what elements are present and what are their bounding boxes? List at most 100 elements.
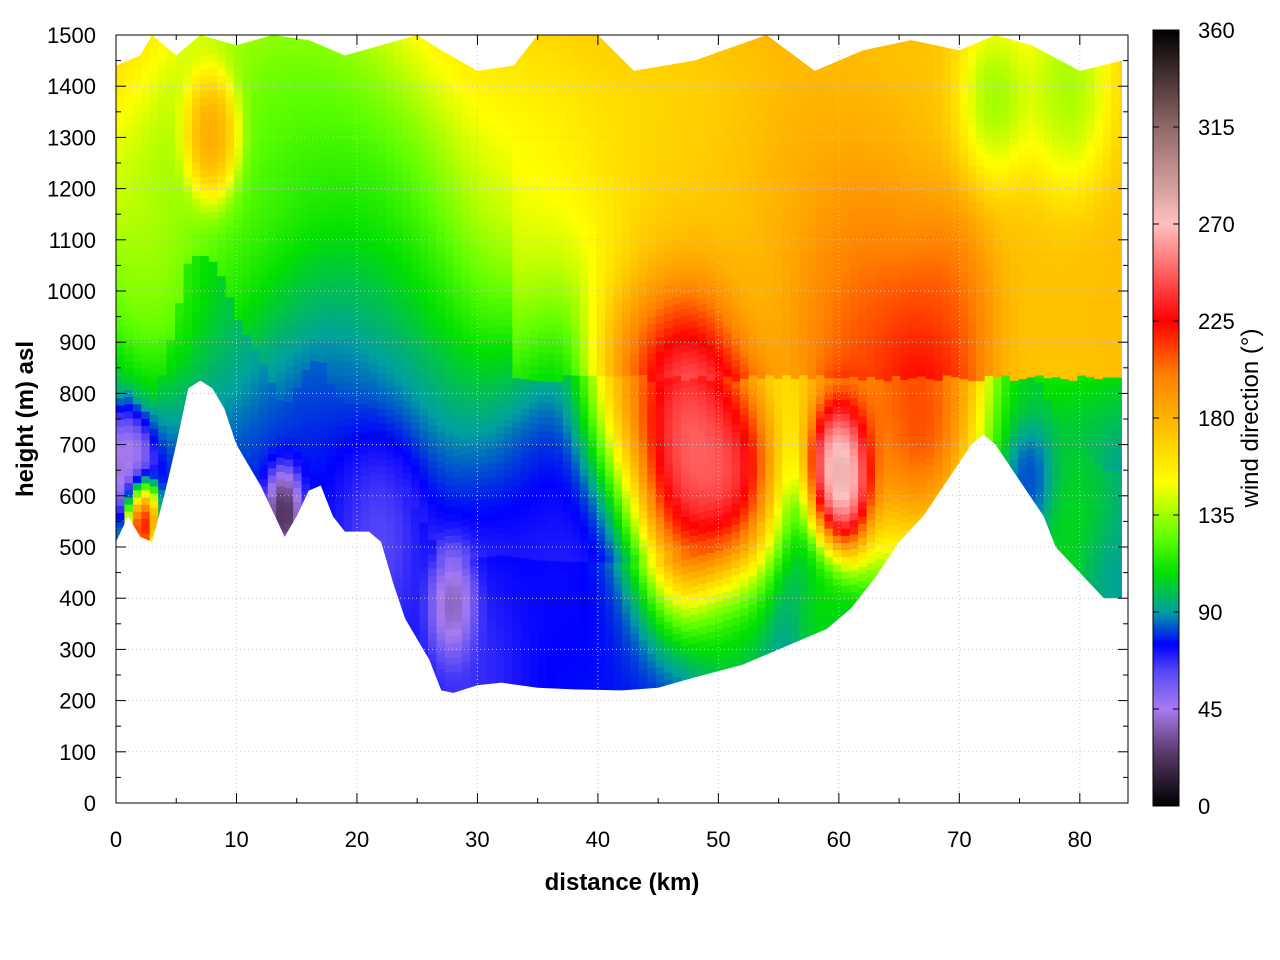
heatmap-cell: [453, 456, 463, 464]
heatmap-cell: [124, 375, 134, 383]
heatmap-cell: [630, 389, 640, 398]
heatmap-cell: [495, 497, 505, 506]
heatmap-cell: [503, 204, 513, 213]
heatmap-cell: [613, 304, 623, 312]
heatmap-cell: [377, 43, 387, 51]
heatmap-cell: [495, 74, 505, 83]
heatmap-cell: [394, 220, 404, 228]
heatmap-cell: [419, 271, 429, 280]
heatmap-cell: [622, 153, 631, 162]
heatmap-cell: [453, 499, 463, 507]
heatmap-cell: [630, 117, 640, 125]
heatmap-cell: [116, 35, 125, 40]
heatmap-cell: [242, 68, 252, 77]
heatmap-cell: [225, 304, 235, 312]
heatmap-cell: [402, 142, 412, 151]
heatmap-cell: [495, 275, 505, 284]
heatmap-cell: [175, 144, 184, 153]
heatmap-cell: [200, 248, 210, 256]
heatmap-cell: [495, 490, 505, 499]
heatmap-cell: [276, 249, 286, 258]
heatmap-cell: [512, 370, 522, 379]
heatmap-cell: [293, 64, 303, 73]
heatmap-cell: [470, 171, 480, 179]
heatmap-cell: [478, 449, 488, 457]
heatmap-cell: [630, 497, 640, 505]
heatmap-cell: [613, 125, 623, 133]
heatmap-cell: [200, 362, 210, 371]
heatmap-cell: [453, 563, 463, 572]
heatmap-cell: [360, 181, 370, 190]
heatmap-cell: [537, 373, 547, 382]
heatmap-cell: [175, 424, 184, 433]
heatmap-cell: [369, 493, 378, 501]
heatmap-cell: [444, 678, 454, 687]
heatmap-cell: [175, 187, 184, 196]
heatmap-cell: [546, 187, 556, 196]
heatmap-cell: [250, 226, 260, 235]
heatmap-cell: [369, 77, 378, 86]
heatmap-cell: [377, 509, 387, 517]
heatmap-cell: [250, 427, 260, 435]
heatmap-cell: [191, 111, 201, 120]
heatmap-cell: [596, 411, 606, 420]
heatmap-cell: [470, 214, 480, 222]
heatmap-cell: [234, 248, 244, 256]
heatmap-cell: [217, 333, 227, 341]
heatmap-cell: [554, 166, 564, 175]
heatmap-cell: [630, 138, 640, 147]
heatmap-cell: [124, 231, 134, 240]
heatmap-cell: [546, 65, 556, 74]
heatmap-cell: [411, 321, 421, 330]
heatmap-cell: [563, 324, 572, 333]
heatmap-cell: [343, 489, 353, 498]
heatmap-cell: [529, 100, 539, 109]
heatmap-cell: [419, 629, 429, 638]
heatmap-cell: [638, 675, 648, 684]
heatmap-cell: [301, 111, 311, 119]
heatmap-cell: [234, 420, 244, 428]
heatmap-cell: [276, 464, 286, 473]
heatmap-cell: [310, 310, 319, 318]
heatmap-cell: [166, 253, 176, 262]
heatmap-cell: [444, 470, 454, 479]
heatmap-cell: [478, 97, 488, 106]
heatmap-cell: [571, 138, 581, 147]
heatmap-cell: [259, 199, 269, 207]
heatmap-cell: [293, 42, 303, 51]
heatmap-cell: [487, 577, 497, 586]
heatmap-cell: [385, 344, 395, 352]
heatmap-cell: [579, 52, 589, 61]
heatmap-cell: [149, 500, 159, 508]
heatmap-cell: [605, 196, 615, 205]
heatmap-cell: [461, 625, 471, 634]
heatmap-cell: [588, 647, 598, 656]
heatmap-cell: [596, 275, 606, 283]
heatmap-cell: [478, 191, 488, 199]
heatmap-cell: [546, 603, 556, 612]
heatmap-cell: [613, 103, 623, 112]
heatmap-cell: [596, 131, 606, 140]
heatmap-cell: [411, 629, 421, 638]
heatmap-cell: [613, 218, 623, 226]
heatmap-cell: [217, 261, 227, 270]
heatmap-cell: [411, 199, 421, 208]
heatmap-cell: [310, 131, 319, 139]
heatmap-cell: [529, 129, 539, 137]
heatmap-cell: [596, 647, 606, 656]
heatmap-cell: [487, 247, 497, 256]
heatmap-cell: [478, 671, 488, 680]
heatmap-cell: [141, 110, 151, 118]
heatmap-cell: [478, 356, 488, 364]
heatmap-cell: [124, 238, 134, 247]
heatmap-cell: [630, 124, 640, 132]
heatmap-cell: [158, 80, 168, 89]
heatmap-cell: [563, 446, 572, 455]
heatmap-cell: [149, 170, 159, 179]
heatmap-cell: [293, 71, 303, 80]
heatmap-cell: [554, 37, 564, 46]
heatmap-cell: [596, 569, 606, 577]
heatmap-cell: [377, 301, 387, 309]
heatmap-cell: [200, 355, 210, 364]
heatmap-cell: [461, 159, 471, 168]
